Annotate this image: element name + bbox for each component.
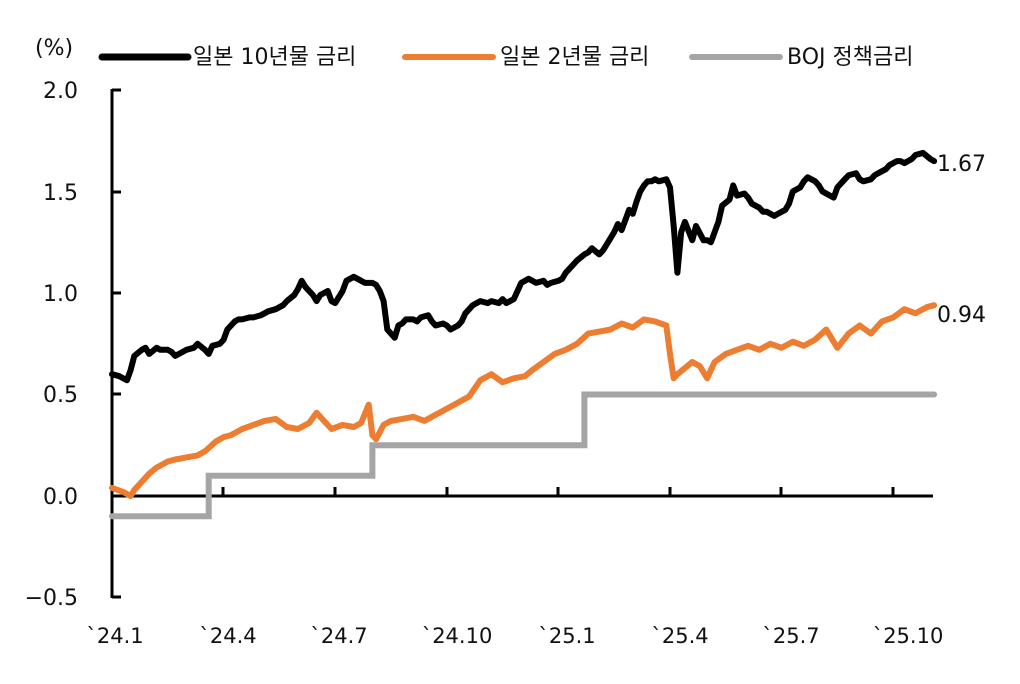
series-jgb-2y xyxy=(109,302,938,499)
y-tick-label: 1.5 xyxy=(43,181,78,206)
x-axis: `24.1 `24.4 `24.7 `24.10 `25.1 `25.4 `25… xyxy=(86,487,943,648)
end-label-jgb10y: 1.67 xyxy=(937,152,986,177)
x-tick-label: `24.10 xyxy=(422,624,493,648)
unit-label: (%) xyxy=(35,36,73,61)
y-tick-label: 0.0 xyxy=(43,485,78,510)
y-tick-label: −0.5 xyxy=(25,586,78,611)
legend-label-jgb10y: 일본 10년물 금리 xyxy=(193,45,356,70)
x-tick-label: `25.10 xyxy=(873,624,944,648)
legend: 일본 10년물 금리 일본 2년물 금리 BOJ 정책금리 xyxy=(98,45,913,70)
series-boj-policy-rate xyxy=(109,391,938,520)
y-tick-label: 0.5 xyxy=(43,383,78,408)
legend-label-boj: BOJ 정책금리 xyxy=(787,45,913,70)
legend-label-jgb2y: 일본 2년물 금리 xyxy=(500,45,649,70)
y-axis: 2.0 1.5 1.0 0.5 0.0 −0.5 xyxy=(25,79,121,611)
x-tick-label: `24.7 xyxy=(310,624,367,648)
end-label-jgb2y: 0.94 xyxy=(937,303,986,328)
x-tick-label: `25.4 xyxy=(651,624,708,648)
y-tick-label: 1.0 xyxy=(43,282,78,307)
x-tick-label: `25.1 xyxy=(538,624,595,648)
x-tick-label: `24.4 xyxy=(199,624,256,648)
x-tick-label: `24.1 xyxy=(86,624,143,648)
series-jgb-10y xyxy=(109,149,938,384)
y-tick-label: 2.0 xyxy=(43,79,78,104)
x-tick-label: `25.7 xyxy=(762,624,819,648)
